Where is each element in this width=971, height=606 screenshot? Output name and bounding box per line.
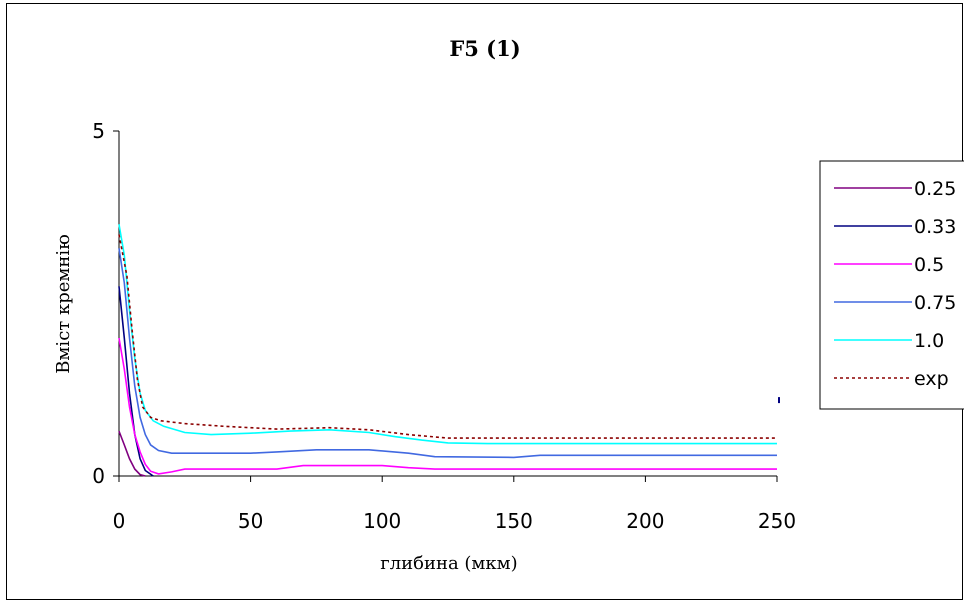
y-axis-label: Вміст кремнію (53, 234, 74, 374)
series-line-exp (118, 234, 777, 439)
legend-label: 0.33 (914, 216, 956, 238)
y-tick-label: 5 (92, 119, 105, 143)
series-line-1-0 (118, 224, 777, 445)
series-line-0-75 (118, 248, 777, 459)
series-line-0-25 (118, 430, 146, 477)
legend-label: 0.25 (914, 178, 956, 200)
legend-label: exp (914, 368, 949, 390)
x-tick-label: 0 (113, 509, 126, 533)
x-axis-label: глибина (мкм) (380, 553, 517, 574)
x-tick-label: 200 (626, 509, 664, 533)
chart-frame: F5 (1) 0 5 0 50 100 150 200 250 глибина (мкм) Вміс… (6, 3, 964, 600)
series-line-0-5 (118, 337, 777, 475)
series-line-0-33 (118, 286, 154, 477)
legend-box (819, 160, 964, 410)
x-tick-label: 100 (363, 509, 401, 533)
legend-label: 1.0 (914, 330, 944, 352)
legend-label: 0.5 (914, 254, 944, 276)
x-tick-label: 250 (758, 509, 796, 533)
legend-label: 0.75 (914, 292, 956, 314)
x-tick-label: 50 (238, 509, 263, 533)
x-tick-label: 150 (495, 509, 533, 533)
y-tick-label: 0 (92, 464, 105, 488)
chart-title: F5 (1) (449, 36, 520, 61)
